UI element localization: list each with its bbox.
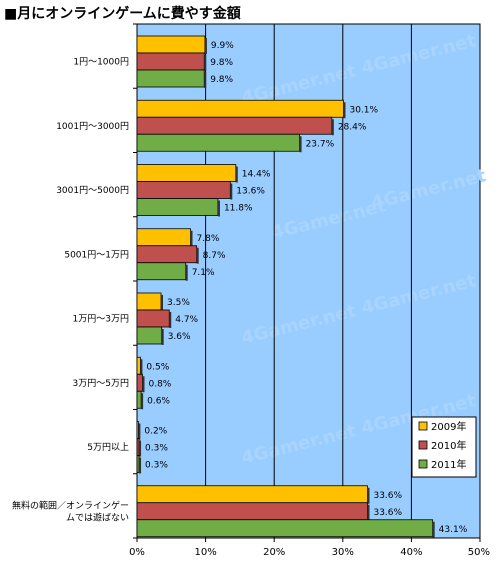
category-label: 5万円以上	[87, 442, 129, 453]
legend-label: 2011年	[431, 458, 466, 471]
category-label: 3万円～5万円	[73, 378, 129, 389]
category-label: ムでは遊ばない	[66, 511, 129, 523]
data-label: 0.3%	[145, 461, 168, 471]
data-label: 0.5%	[146, 362, 169, 372]
x-tick-label: 50%	[468, 547, 490, 558]
category-label: 1万円～3万円	[73, 314, 129, 325]
bar-shadow	[190, 230, 193, 247]
data-label: 28.4%	[338, 122, 367, 132]
bar-shadow	[331, 119, 334, 136]
bar	[136, 69, 205, 88]
data-label: 9.8%	[210, 75, 233, 85]
bar-shadow	[140, 359, 143, 376]
legend-swatch	[418, 440, 428, 450]
data-label: 7.8%	[197, 234, 220, 244]
category-label: 3001円～5000円	[56, 185, 129, 196]
bar	[136, 52, 205, 71]
data-label: 0.3%	[145, 444, 168, 454]
bar	[136, 228, 191, 247]
data-label: 23.7%	[306, 139, 335, 149]
x-tick-label: 30%	[332, 547, 354, 558]
legend-swatch	[418, 421, 428, 431]
data-label: 43.1%	[439, 525, 468, 535]
bar-shadow	[161, 295, 164, 311]
bar	[136, 390, 142, 409]
bar-shadow	[235, 166, 238, 183]
data-label: 14.4%	[242, 170, 271, 180]
data-label: 8.7%	[203, 251, 226, 261]
bar-shadow	[139, 457, 142, 474]
bar	[136, 502, 368, 521]
data-label: 33.6%	[373, 491, 402, 501]
bar	[136, 99, 344, 118]
bar	[136, 35, 206, 54]
bar	[136, 373, 143, 392]
bar	[136, 309, 170, 328]
chart-title: ■月にオンラインゲームに費やす金額	[4, 6, 241, 22]
bar	[136, 455, 140, 473]
category-label: 1円～1000円	[73, 57, 129, 68]
data-label: 30.1%	[349, 105, 378, 115]
legend-label: 2009年	[431, 420, 466, 433]
bar	[136, 116, 333, 135]
bar-shadow	[432, 521, 435, 538]
bar-shadow	[217, 200, 220, 217]
x-tick-label: 40%	[400, 547, 422, 558]
category-label: 1001円～3000円	[56, 121, 129, 132]
data-label: 3.5%	[167, 298, 190, 308]
data-label: 33.6%	[373, 508, 402, 518]
data-label: 0.8%	[148, 379, 171, 389]
bar	[136, 438, 140, 456]
data-label: 7.1%	[192, 268, 215, 278]
bar	[136, 485, 368, 504]
data-label: 0.2%	[144, 427, 167, 437]
bar-shadow	[204, 55, 207, 71]
bar-shadow	[204, 72, 207, 88]
bar	[136, 519, 434, 538]
bar	[136, 133, 300, 152]
bar-shadow	[230, 183, 233, 200]
bar	[136, 181, 231, 199]
bar-shadow	[196, 247, 199, 264]
bar-shadow	[141, 393, 144, 410]
data-label: 9.8%	[210, 58, 233, 68]
bar	[136, 245, 198, 264]
bar-shadow	[185, 264, 188, 281]
bar	[136, 164, 237, 182]
x-tick-label: 10%	[194, 547, 216, 558]
data-label: 0.6%	[147, 396, 170, 406]
category-label: 5001円～1万円	[64, 249, 129, 260]
bar-shadow	[161, 329, 164, 345]
bar-shadow	[169, 312, 172, 328]
bar-shadow	[367, 487, 370, 504]
bar	[136, 198, 219, 216]
bar-shadow	[138, 423, 141, 440]
bar	[136, 292, 162, 311]
legend-label: 2010年	[431, 439, 466, 452]
x-tick-label: 20%	[263, 547, 285, 558]
bar	[136, 326, 163, 345]
bar-shadow	[142, 376, 145, 393]
data-label: 9.9%	[211, 41, 234, 51]
bar-shadow	[367, 504, 370, 521]
bar-shadow	[139, 440, 142, 457]
bar-shadow	[343, 102, 346, 119]
bar	[136, 262, 187, 281]
bar-shadow	[299, 136, 302, 153]
bar-shadow	[204, 38, 207, 54]
data-label: 3.6%	[168, 332, 191, 342]
x-tick-label: 0%	[129, 547, 145, 558]
bar	[136, 356, 141, 375]
bar	[136, 421, 139, 439]
data-label: 13.6%	[236, 187, 265, 197]
data-label: 11.8%	[224, 204, 253, 214]
data-label: 4.7%	[175, 315, 198, 325]
legend-swatch	[418, 459, 428, 469]
category-label: 無料の範囲／オンラインゲー	[12, 499, 129, 511]
